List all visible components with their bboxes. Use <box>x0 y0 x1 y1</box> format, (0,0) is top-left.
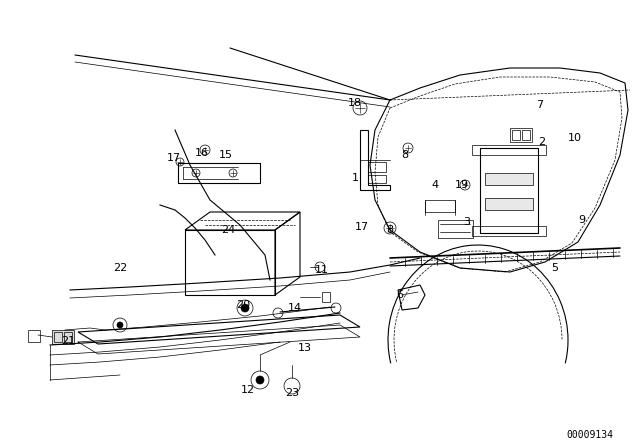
Circle shape <box>256 376 264 384</box>
Bar <box>480 148 538 233</box>
Text: 5: 5 <box>552 263 559 273</box>
Bar <box>64 332 72 342</box>
Text: 19: 19 <box>455 180 469 190</box>
Text: 18: 18 <box>348 98 362 108</box>
Text: 6: 6 <box>397 290 403 300</box>
Text: 14: 14 <box>288 303 302 313</box>
Bar <box>368 162 386 172</box>
Bar <box>438 220 473 238</box>
Bar <box>52 330 74 344</box>
Bar <box>54 332 62 342</box>
Text: 24: 24 <box>221 225 235 235</box>
Circle shape <box>117 322 123 328</box>
Text: 8: 8 <box>401 150 408 160</box>
Text: 3: 3 <box>463 217 470 227</box>
Text: 11: 11 <box>315 265 329 275</box>
Text: 7: 7 <box>536 100 543 110</box>
Bar <box>368 175 386 183</box>
Bar <box>425 200 455 212</box>
Text: 17: 17 <box>355 222 369 232</box>
Bar <box>485 198 533 210</box>
Text: 10: 10 <box>568 133 582 143</box>
Text: 17: 17 <box>167 153 181 163</box>
Text: 20: 20 <box>236 300 250 310</box>
Bar <box>510 128 532 142</box>
Bar <box>322 292 330 302</box>
Text: 21: 21 <box>61 336 75 346</box>
Bar <box>28 330 40 342</box>
Bar <box>522 130 530 140</box>
Text: 8: 8 <box>387 225 394 235</box>
Bar <box>472 226 546 236</box>
Text: 22: 22 <box>113 263 127 273</box>
Text: 13: 13 <box>298 343 312 353</box>
Text: 16: 16 <box>195 148 209 158</box>
Text: 9: 9 <box>579 215 586 225</box>
Bar <box>472 145 546 155</box>
Text: 1: 1 <box>351 173 358 183</box>
Circle shape <box>241 304 249 312</box>
Bar <box>512 130 520 140</box>
Bar <box>485 173 533 185</box>
Text: 15: 15 <box>219 150 233 160</box>
Bar <box>185 230 275 295</box>
Text: 12: 12 <box>241 385 255 395</box>
Text: 00009134: 00009134 <box>566 430 614 440</box>
Text: 23: 23 <box>285 388 299 398</box>
Text: 4: 4 <box>431 180 438 190</box>
Text: 2: 2 <box>538 137 545 147</box>
